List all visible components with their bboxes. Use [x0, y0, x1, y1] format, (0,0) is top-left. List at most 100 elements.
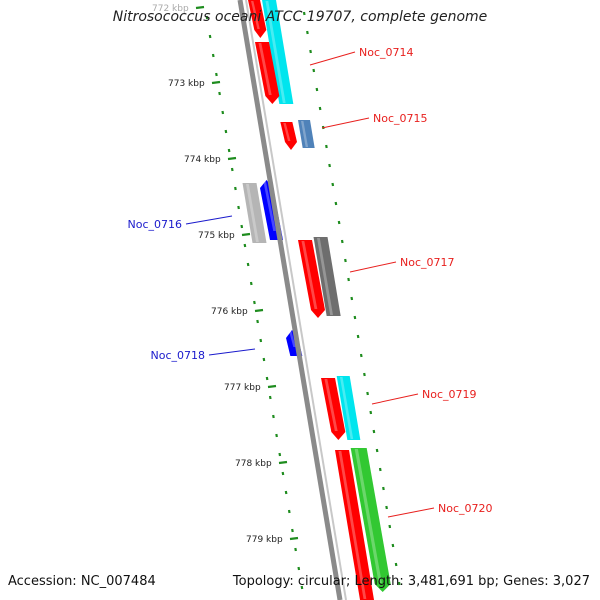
tick-dot — [312, 68, 316, 73]
tick-dot — [294, 547, 297, 552]
tick-dot — [391, 543, 395, 548]
gene-feature — [350, 448, 391, 592]
tick-dot — [287, 509, 291, 514]
tick-dot — [291, 528, 294, 533]
tick-dot — [243, 243, 247, 248]
gene-label: Noc_0714 — [359, 46, 414, 59]
gene-label: Noc_0717 — [400, 256, 455, 269]
tick-dot — [284, 490, 288, 495]
tick-dot — [256, 319, 259, 324]
tick-dot — [300, 585, 304, 590]
feature-body — [280, 122, 298, 150]
scale-tick — [211, 80, 221, 85]
gene-label: Noc_0719 — [422, 388, 477, 401]
gene-feature — [248, 0, 267, 38]
scale-label: 778 kbp — [235, 459, 272, 469]
tick-dot — [325, 144, 328, 149]
tick-dot — [218, 91, 221, 96]
feature-shade — [317, 238, 333, 315]
tick-dot — [275, 433, 278, 438]
scale-label: 779 kbp — [246, 535, 283, 545]
map-title: Nitrosococcus oceani ATCC 19707, complet… — [112, 9, 488, 25]
tick-dot — [230, 167, 234, 172]
tick-dot — [337, 220, 341, 225]
tick-dot — [350, 296, 354, 301]
tick-dot — [359, 353, 363, 358]
tick-dot — [265, 376, 269, 381]
tick-dot — [281, 471, 285, 476]
scale-tick — [254, 308, 264, 313]
scale-tick — [278, 460, 288, 465]
gene-label: Noc_0720 — [438, 502, 493, 515]
scale-label: 776 kbp — [211, 307, 248, 317]
gene-label-leader — [349, 261, 397, 273]
feature-body — [262, 0, 294, 104]
tick-dot — [253, 300, 256, 305]
tick-dot — [328, 163, 331, 168]
tick-dot — [372, 429, 376, 434]
tick-dot — [234, 186, 237, 191]
tick-dot — [205, 15, 209, 20]
tick-dot — [378, 467, 382, 472]
tick-dot — [394, 562, 398, 567]
gene-feature — [336, 376, 361, 440]
feature-body — [242, 183, 267, 243]
gene-feature — [280, 122, 298, 150]
tick-dot — [382, 486, 385, 491]
backbone-strand — [245, 0, 348, 600]
tick-dot — [297, 566, 301, 571]
gene-feature — [298, 240, 326, 318]
scale-tick — [227, 156, 237, 161]
tick-dot — [262, 357, 266, 362]
tick-dot — [227, 148, 231, 153]
gene-label-leader — [185, 215, 233, 225]
tick-dot — [334, 201, 338, 206]
gene-label-leader — [387, 507, 435, 518]
feature-shade — [246, 184, 259, 242]
scale-label: 777 kbp — [224, 383, 261, 393]
scale-tick — [267, 384, 277, 389]
gene-label: Noc_0715 — [373, 112, 428, 125]
tick-dot — [385, 505, 388, 510]
feature-shade — [263, 181, 276, 231]
gene-label-leader — [309, 51, 356, 66]
tick-dot — [215, 72, 218, 77]
feature-body — [321, 378, 346, 440]
feature-shade — [301, 121, 309, 147]
scale-label: 773 kbp — [168, 79, 205, 89]
tick-dot — [340, 239, 344, 244]
tick-dot — [259, 338, 263, 343]
tick-dot — [224, 129, 228, 134]
scale-label: 774 kbp — [184, 155, 221, 165]
tick-dot — [309, 49, 312, 54]
tick-dot — [344, 258, 347, 263]
feature-shade — [339, 377, 354, 439]
scale-tick — [195, 5, 205, 10]
tick-dot — [397, 581, 401, 586]
feature-body — [298, 240, 326, 318]
tick-dot — [356, 334, 360, 339]
tick-dot — [375, 448, 379, 453]
feature-shade — [289, 331, 296, 347]
tick-dot — [306, 30, 309, 35]
gene-features — [242, 0, 391, 600]
tick-dot — [249, 281, 253, 286]
gene-feature — [313, 237, 341, 316]
tick-dot — [211, 53, 215, 58]
tick-dot — [353, 315, 357, 320]
scale-label: 772 kbp — [152, 4, 189, 14]
scale-tick — [289, 536, 299, 541]
gene-feature — [321, 378, 346, 440]
tick-dot — [221, 110, 225, 115]
tick-dot — [268, 395, 272, 400]
gene-feature — [298, 120, 315, 148]
scale-labels: 772 kbp 773 kbp 774 kbp 775 kbp 776 kbp 777 k… — [152, 4, 299, 545]
tick-dot — [246, 262, 250, 267]
feature-shade — [265, 1, 286, 103]
feature-shade — [338, 451, 367, 599]
gene-feature — [242, 183, 267, 243]
scale-label: 775 kbp — [198, 231, 235, 241]
tick-dot — [363, 372, 366, 377]
tick-dot — [347, 277, 350, 282]
